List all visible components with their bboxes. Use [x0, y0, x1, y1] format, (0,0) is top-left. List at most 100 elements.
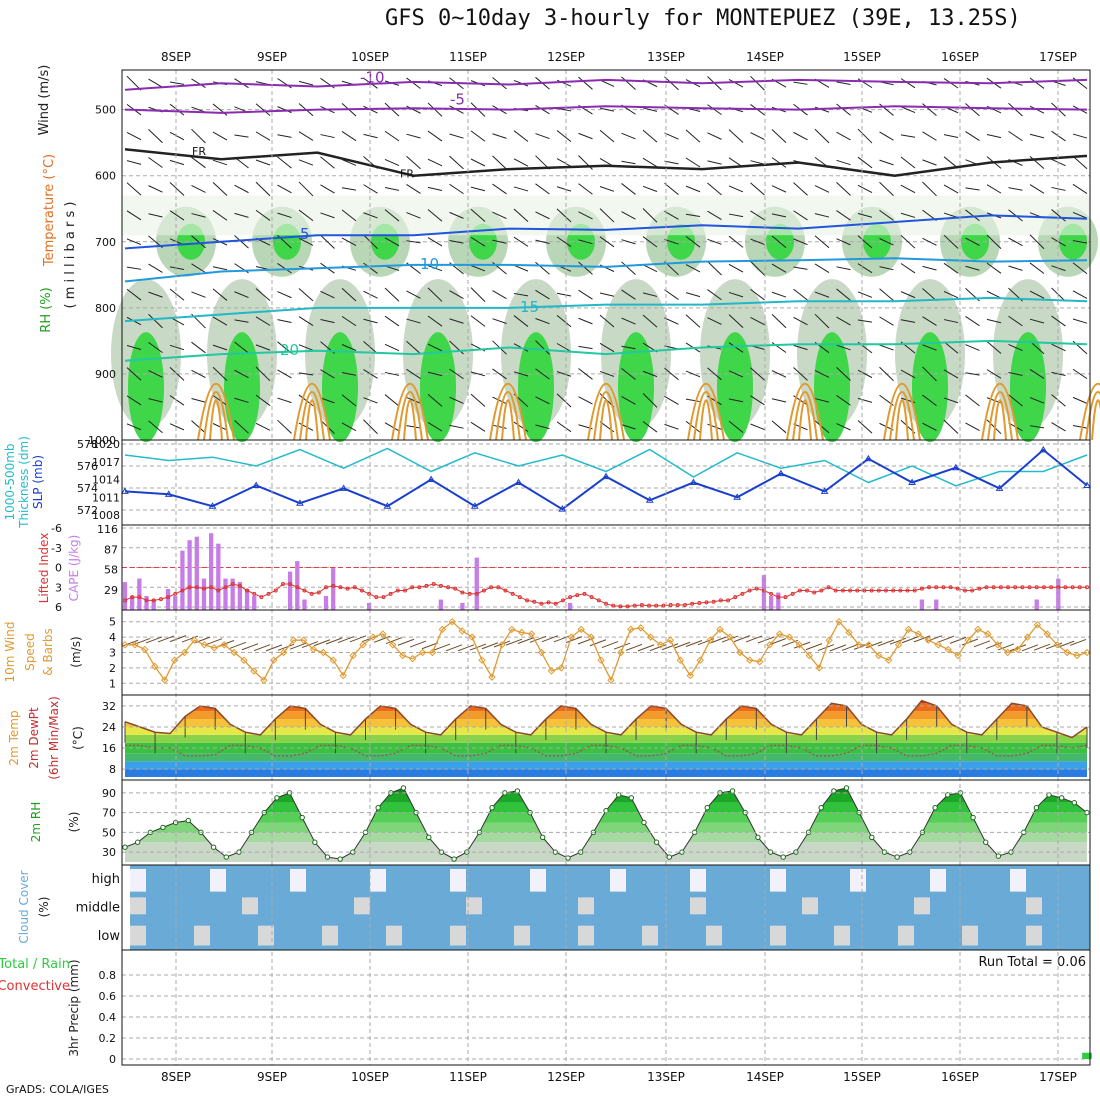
wind-barb [879, 366, 894, 382]
li-marker [410, 585, 415, 590]
rh-marker [945, 792, 951, 798]
cape-bar [474, 557, 479, 610]
wind-barb [1008, 265, 1023, 271]
li-marker [481, 588, 486, 593]
surface-wind-barb [409, 640, 427, 648]
cloud-low-gap [258, 925, 274, 946]
wind-barb [578, 317, 593, 325]
wind-barb [449, 368, 464, 380]
wind-barb [814, 185, 830, 193]
wind-barb [900, 184, 916, 194]
temp-contour-lowlevel [293, 383, 331, 441]
wind-barb [1008, 130, 1023, 142]
wind-barb [148, 213, 163, 218]
rh-marker [426, 834, 432, 841]
wind-barb [1029, 397, 1045, 404]
wind-marker [775, 630, 784, 638]
wind-barb [599, 370, 615, 377]
date-label-top: 15SEP [843, 50, 881, 64]
wind-barb [664, 367, 679, 381]
cloud-low-gap [898, 925, 914, 946]
wind-barb [1072, 240, 1088, 244]
temp-contour [124, 105, 1088, 114]
wind-barb [556, 130, 572, 143]
wind-barb [234, 291, 249, 299]
date-label-top: 10SEP [351, 50, 389, 64]
wind-barb [836, 81, 851, 86]
axis-label: Convective [0, 979, 70, 994]
wind-barb [212, 366, 228, 381]
wind-barb [965, 265, 980, 271]
wind-barb [857, 319, 873, 323]
rh-band [125, 832, 1087, 843]
wind-barb [320, 369, 335, 379]
cape-bar [122, 582, 128, 610]
slp-marker [339, 484, 348, 491]
wind-marker [746, 656, 754, 664]
wind-barb [535, 318, 550, 325]
cloud-low-gap [1026, 925, 1042, 946]
axis-label: CAPE (J/kg) [67, 535, 81, 602]
wind-barb [664, 160, 679, 165]
wind-barb [900, 106, 916, 114]
tick-label: 90 [102, 787, 116, 800]
wind-marker [537, 648, 546, 657]
wind-barb [793, 131, 808, 141]
temp-contour-lowlevel [197, 383, 235, 441]
surface-wind-barb [157, 635, 175, 643]
wind-barb [320, 318, 335, 324]
rh-marker [1071, 800, 1078, 806]
wind-marker [736, 648, 744, 657]
wind-barb [513, 208, 529, 223]
rh-marker [615, 792, 622, 798]
li-marker [690, 601, 695, 606]
wind-marker [765, 641, 774, 649]
wind-barb [384, 102, 400, 117]
wind-barb [707, 132, 722, 140]
wind-barb [943, 290, 959, 299]
slp-marker [820, 487, 829, 494]
wind-barb [427, 265, 443, 272]
surface-wind-barb [805, 643, 823, 651]
wind-barb [750, 317, 765, 326]
temp-contour-lowlevel [786, 383, 824, 441]
cape-bar [761, 575, 767, 610]
slp-marker [951, 463, 960, 471]
cape-bar [237, 582, 243, 610]
wind-barb [341, 315, 357, 327]
wind-barb [406, 396, 421, 404]
wind-barb [922, 316, 937, 326]
cloud-low-gap [578, 925, 594, 946]
li-marker [324, 585, 329, 590]
wind-barb [535, 368, 550, 380]
li-marker [309, 591, 314, 596]
surface-wind-barb [121, 639, 139, 647]
wind-barb [255, 316, 271, 326]
temp-contour-lowlevel [391, 383, 429, 441]
wind-barb [578, 368, 593, 380]
wind-marker [498, 641, 506, 649]
rh-shade [618, 332, 654, 443]
li-marker [381, 595, 386, 600]
wind-barb [513, 315, 529, 327]
rh-marker [312, 839, 318, 845]
li-marker [682, 603, 687, 608]
wind-barb [492, 133, 507, 139]
wind-barb [599, 292, 615, 297]
wind-barb [857, 128, 873, 144]
li-marker [891, 588, 896, 593]
surface-wind-barb [601, 641, 619, 649]
wind-barb [148, 185, 163, 193]
wind-barb [212, 131, 228, 141]
wind-barb [427, 209, 443, 222]
wind-barb [212, 210, 228, 221]
wind-barb [642, 393, 658, 408]
freezing-level-label: FR [400, 168, 414, 181]
wind-barb [234, 420, 249, 434]
wind-barb [470, 287, 486, 302]
axis-label: 1000-500mb [3, 443, 17, 520]
wind-marker [200, 641, 209, 649]
wind-barb [900, 263, 916, 274]
li-marker [919, 586, 924, 591]
wind-barb [728, 314, 744, 328]
